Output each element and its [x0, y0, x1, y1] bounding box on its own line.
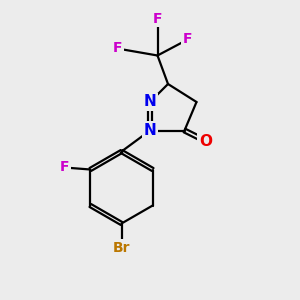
Text: F: F — [113, 41, 122, 55]
Text: F: F — [183, 32, 192, 46]
Text: Br: Br — [113, 241, 130, 255]
Text: F: F — [59, 160, 69, 173]
Text: F: F — [153, 12, 162, 26]
Text: N: N — [144, 123, 156, 138]
Text: O: O — [199, 134, 212, 148]
Text: N: N — [144, 94, 156, 110]
